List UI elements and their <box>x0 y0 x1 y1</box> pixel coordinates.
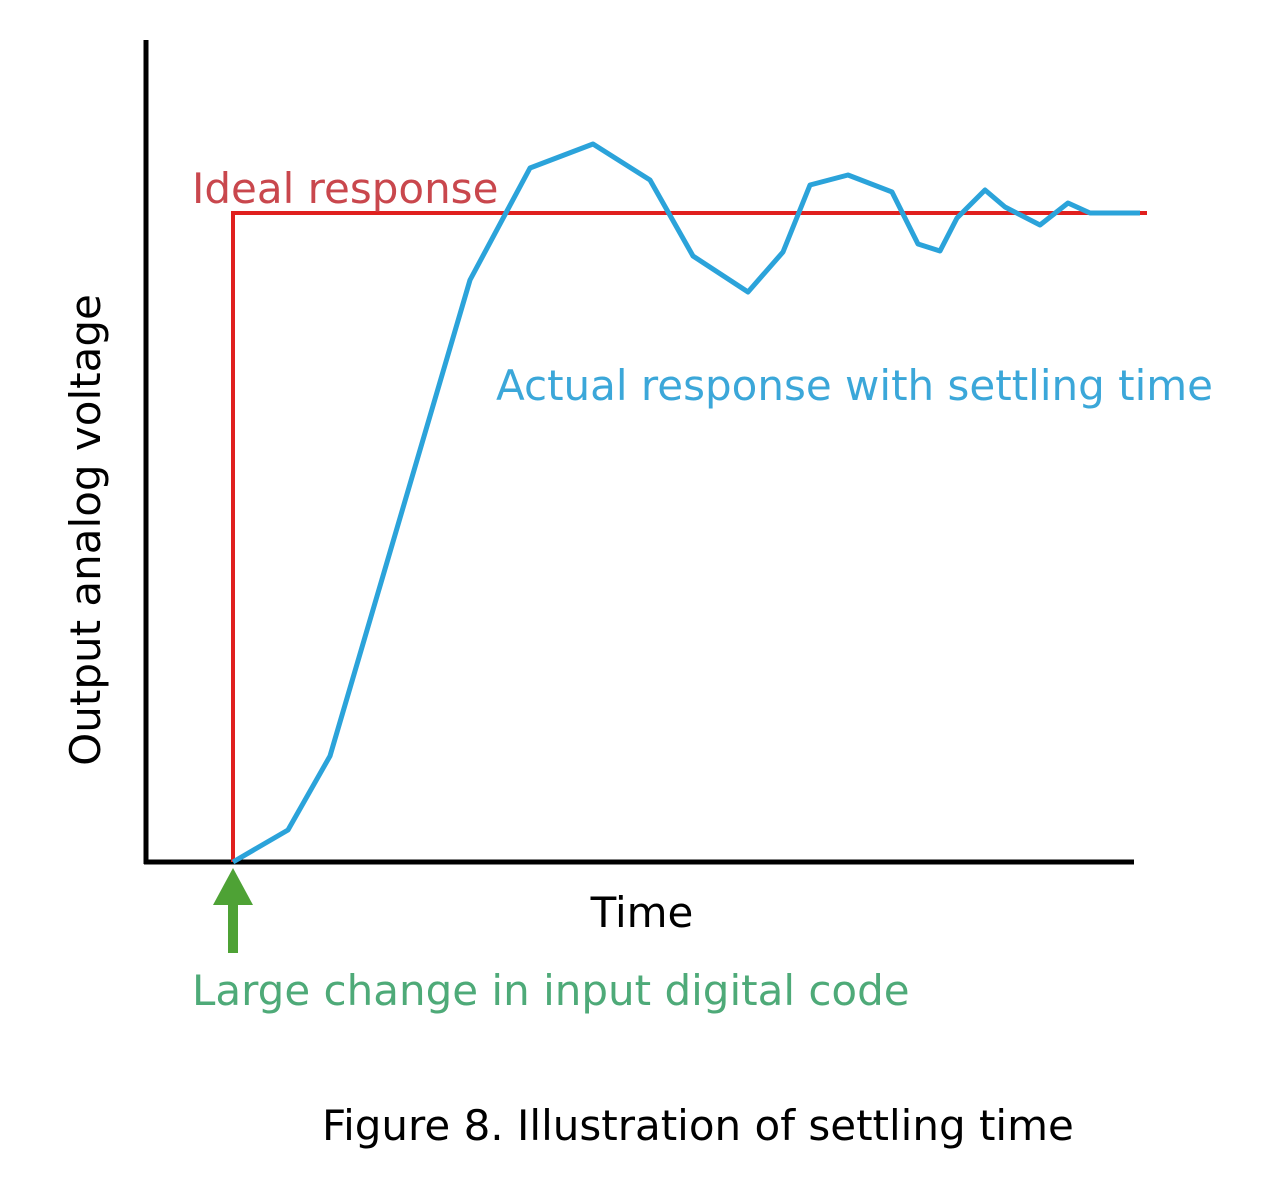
actual-response-line <box>231 141 1140 865</box>
caption: Figure 8. Illustration of settling time <box>322 1101 1074 1150</box>
ideal-label: Ideal response <box>192 164 498 213</box>
arrow-shaft <box>228 903 238 953</box>
arrow-label: Large change in input digital code <box>192 966 910 1015</box>
ideal-response-line <box>231 211 1147 862</box>
actual-label: Actual response with settling time <box>496 361 1213 410</box>
arrow-head <box>213 868 253 905</box>
x-axis-label: Time <box>590 888 694 937</box>
y-axis-label: Output analog voltage <box>61 294 110 766</box>
